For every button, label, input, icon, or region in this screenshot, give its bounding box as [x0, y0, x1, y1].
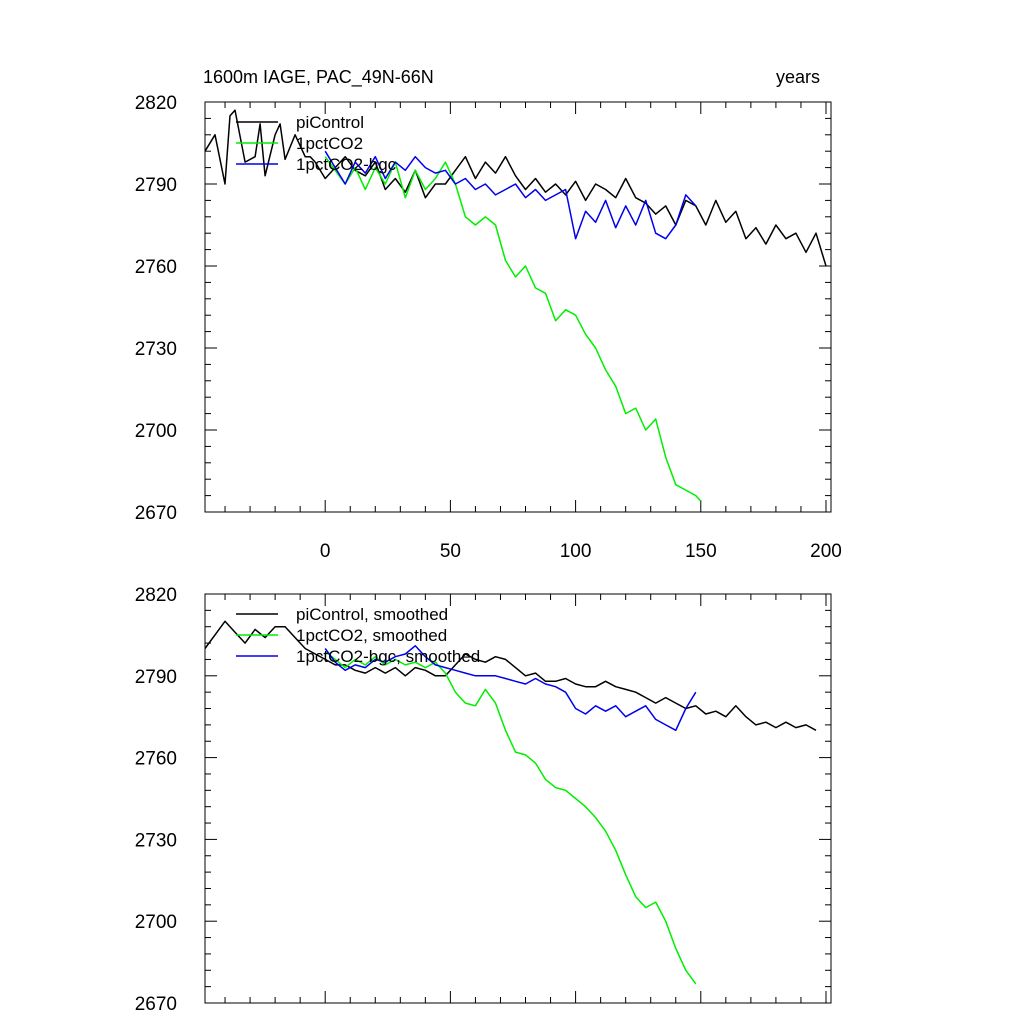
series-lines [204, 620, 817, 985]
series-line-2 [324, 645, 697, 732]
series-line-1 [324, 156, 702, 502]
legend-label: 1pctCO2 [296, 134, 363, 153]
legend-label: 1pctCO2, smoothed [296, 626, 447, 645]
series-line-2 [324, 150, 697, 240]
x-tick-label: 0 [320, 541, 331, 562]
legend-label: piControl, smoothed [296, 605, 448, 624]
x-tick-label: 100 [560, 541, 592, 562]
top-chart-panel: 1600m IAGE, PAC_49N-66N years 2670 2700 27… [135, 67, 842, 562]
y-tick-label: 2670 [135, 503, 177, 524]
legend-label: 1pctCO2-bgc [296, 155, 397, 174]
axes-frame [204, 593, 832, 1004]
tick-labels: 2670 2700 2730 2760 2790 2820 [135, 585, 177, 1015]
legend-label: piControl [296, 113, 364, 132]
y-tick-label: 2700 [135, 912, 177, 933]
x-tick-label: 200 [810, 541, 842, 562]
y-tick-label: 2820 [135, 585, 177, 606]
y-tick-label: 2820 [135, 93, 177, 114]
series-line-1 [324, 650, 697, 985]
y-tick-label: 2670 [135, 994, 177, 1015]
y-tick-label: 2760 [135, 749, 177, 770]
plot-frame [204, 101, 832, 513]
legend: piControl, smoothed 1pctCO2, smoothed 1pct… [236, 605, 480, 666]
plot-frame [204, 593, 832, 1004]
series-lines [204, 109, 827, 502]
tick-labels: 2670 2700 2730 2760 2790 2820 0 50 100 150 200 [135, 93, 842, 562]
series-line-0 [204, 109, 827, 267]
y-tick-label: 2790 [135, 667, 177, 688]
x-tick-label: 150 [685, 541, 717, 562]
y-tick-label: 2700 [135, 421, 177, 442]
axes-frame [204, 101, 832, 513]
legend: piControl 1pctCO2 1pctCO2-bgc [236, 113, 397, 174]
y-tick-label: 2760 [135, 257, 177, 278]
bottom-chart-panel: 2670 2700 2730 2760 2790 2820 piControl, smoo… [135, 585, 832, 1015]
y-tick-label: 2790 [135, 175, 177, 196]
y-tick-label: 2730 [135, 830, 177, 851]
chart-title-right: years [776, 67, 820, 87]
chart-title: 1600m IAGE, PAC_49N-66N [203, 67, 434, 88]
y-tick-label: 2730 [135, 339, 177, 360]
x-tick-label: 50 [440, 541, 461, 562]
series-line-0 [204, 620, 817, 731]
legend-label: 1pctCO2-bgc, smoothed [296, 647, 480, 666]
